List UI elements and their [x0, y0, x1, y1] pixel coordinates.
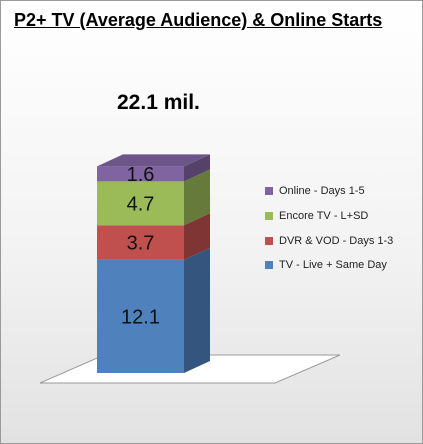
bar-side-encore-tv-l-sd: [184, 169, 210, 226]
bar-labels: 12.1 3.7 4.7 1.6: [121, 164, 160, 329]
legend-swatch: [265, 261, 273, 270]
data-label-dvr-vod-days-1-3: 3.7: [127, 233, 155, 255]
total-label: 22.1 mil.: [117, 91, 200, 114]
bar-front-encore-tv-l-sd: [97, 181, 184, 226]
bar-segment-online-days-1-5: [97, 154, 210, 182]
data-label-tv-live-same-day: 12.1: [121, 306, 160, 328]
legend-swatch: [265, 236, 273, 245]
legend-swatch: [265, 187, 273, 196]
legend-swatch: [265, 212, 273, 221]
legend-item-tv-live-same-day: TV - Live + Same Day: [265, 253, 393, 278]
legend-item-dvr-vod-days-1-3: DVR & VOD - Days 1-3: [265, 228, 393, 253]
data-label-encore-tv-l-sd: 4.7: [127, 193, 155, 215]
legend-label: Online - Days 1-5: [279, 185, 365, 198]
bar-side-dvr-vod-days-1-3: [184, 213, 210, 260]
bar-segment-dvr-vod-days-1-3: [97, 213, 210, 260]
bar-front-tv-live-same-day: [97, 259, 184, 373]
legend-label: DVR & VOD - Days 1-3: [279, 234, 394, 247]
legend-item-encore-tv-l-sd: Encore TV - L+SD: [265, 204, 393, 229]
data-label-online-days-1-5: 1.6: [127, 164, 155, 186]
bar-side-tv-live-same-day: [184, 247, 210, 373]
bar-segment-tv-live-same-day: [97, 247, 210, 373]
bar-front-online-days-1-5: [97, 166, 184, 182]
legend-item-online-days-1-5: Online - Days 1-5: [265, 179, 393, 204]
legend-label: TV - Live + Same Day: [279, 259, 387, 272]
bar-segment-encore-tv-l-sd: [97, 169, 210, 226]
chart-title: P2+ TV (Average Audience) & Online Start…: [14, 10, 383, 30]
bar-stack: [97, 154, 210, 373]
bar-top-online-days-1-5: [97, 154, 210, 167]
legend-label: Encore TV - L+SD: [279, 210, 369, 223]
bar-side-online-days-1-5: [184, 154, 210, 182]
legend: Online - Days 1-5 Encore TV - L+SD DVR & V…: [265, 179, 393, 278]
bar-front-dvr-vod-days-1-3: [97, 225, 184, 260]
